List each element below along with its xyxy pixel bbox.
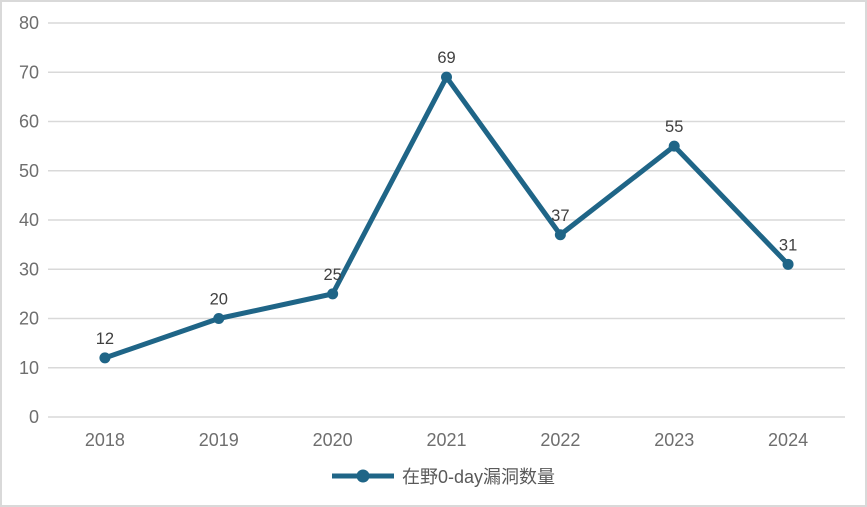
y-tick-label: 60 — [19, 112, 39, 132]
legend-marker-icon — [356, 469, 370, 483]
data-point-marker — [213, 313, 225, 324]
x-tick-label: 2020 — [313, 430, 353, 450]
y-axis-labels: 0 10 20 30 40 50 60 70 80 — [19, 13, 39, 427]
data-point-marker — [782, 258, 794, 270]
x-tick-label: 2022 — [540, 430, 580, 450]
x-tick-label: 2018 — [85, 430, 125, 450]
y-tick-label: 50 — [19, 161, 39, 181]
data-series — [102, 74, 791, 361]
data-labels: 12 20 25 69 37 55 31 — [96, 49, 798, 348]
y-tick-label: 0 — [29, 407, 39, 427]
data-point-marker — [554, 229, 566, 241]
y-tick-label: 20 — [19, 309, 39, 329]
x-tick-label: 2024 — [768, 430, 808, 450]
y-tick-label: 10 — [19, 358, 39, 378]
data-label: 12 — [96, 330, 114, 348]
legend: 在野0-day漏洞数量 — [332, 467, 555, 487]
data-label: 37 — [551, 207, 569, 225]
y-tick-label: 30 — [19, 259, 39, 279]
y-tick-label: 80 — [19, 13, 39, 33]
data-label: 55 — [665, 118, 683, 136]
data-label: 31 — [779, 236, 797, 254]
x-axis-labels: 2018 2019 2020 2021 2022 2023 2024 — [85, 430, 808, 450]
legend-label: 在野0-day漏洞数量 — [402, 467, 555, 487]
data-point-marker — [668, 140, 680, 152]
data-label: 69 — [437, 49, 455, 67]
x-tick-label: 2023 — [654, 430, 694, 450]
y-tick-label: 40 — [19, 210, 39, 230]
x-tick-label: 2021 — [426, 430, 466, 450]
data-point-marker — [327, 288, 339, 300]
data-point-markers — [99, 71, 794, 364]
data-label: 25 — [323, 266, 341, 284]
series-line — [102, 74, 791, 361]
gridlines — [48, 22, 845, 418]
y-tick-label: 70 — [19, 62, 39, 82]
data-point-marker — [441, 71, 452, 83]
data-point-marker — [99, 352, 111, 364]
data-label: 20 — [210, 291, 228, 309]
x-tick-label: 2019 — [199, 430, 239, 450]
